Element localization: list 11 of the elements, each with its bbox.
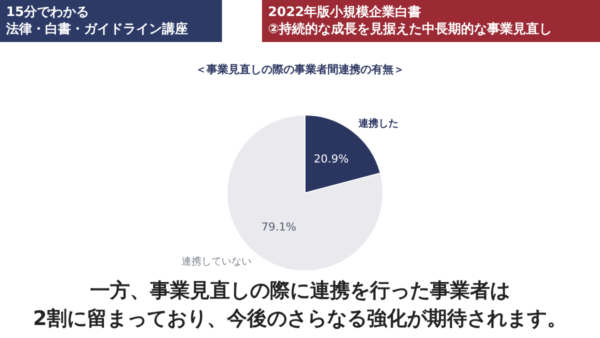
text: 2割に留まっており、今後のさらなる強化が期待されます。 (32, 305, 568, 332)
text: 一方、事業見直しの際に連携を行った事業者は (89, 277, 511, 304)
text: 法律・白書・ガイドライン講座 (6, 21, 189, 38)
text: 15分でわかる (6, 4, 90, 21)
text: 2022年版小規模企業白書 (268, 4, 422, 21)
text: ②持続的な成長を見据えた中長期的な事業見直し (268, 21, 554, 38)
slice-label: 連携した (357, 117, 398, 130)
chart-title: ＜事業見直しの際の事業者間連携の有無＞ (194, 62, 406, 77)
data-label: 79.1% (261, 220, 296, 234)
data-label: 20.9% (314, 152, 349, 166)
slice-label: 連携していない (182, 256, 252, 268)
